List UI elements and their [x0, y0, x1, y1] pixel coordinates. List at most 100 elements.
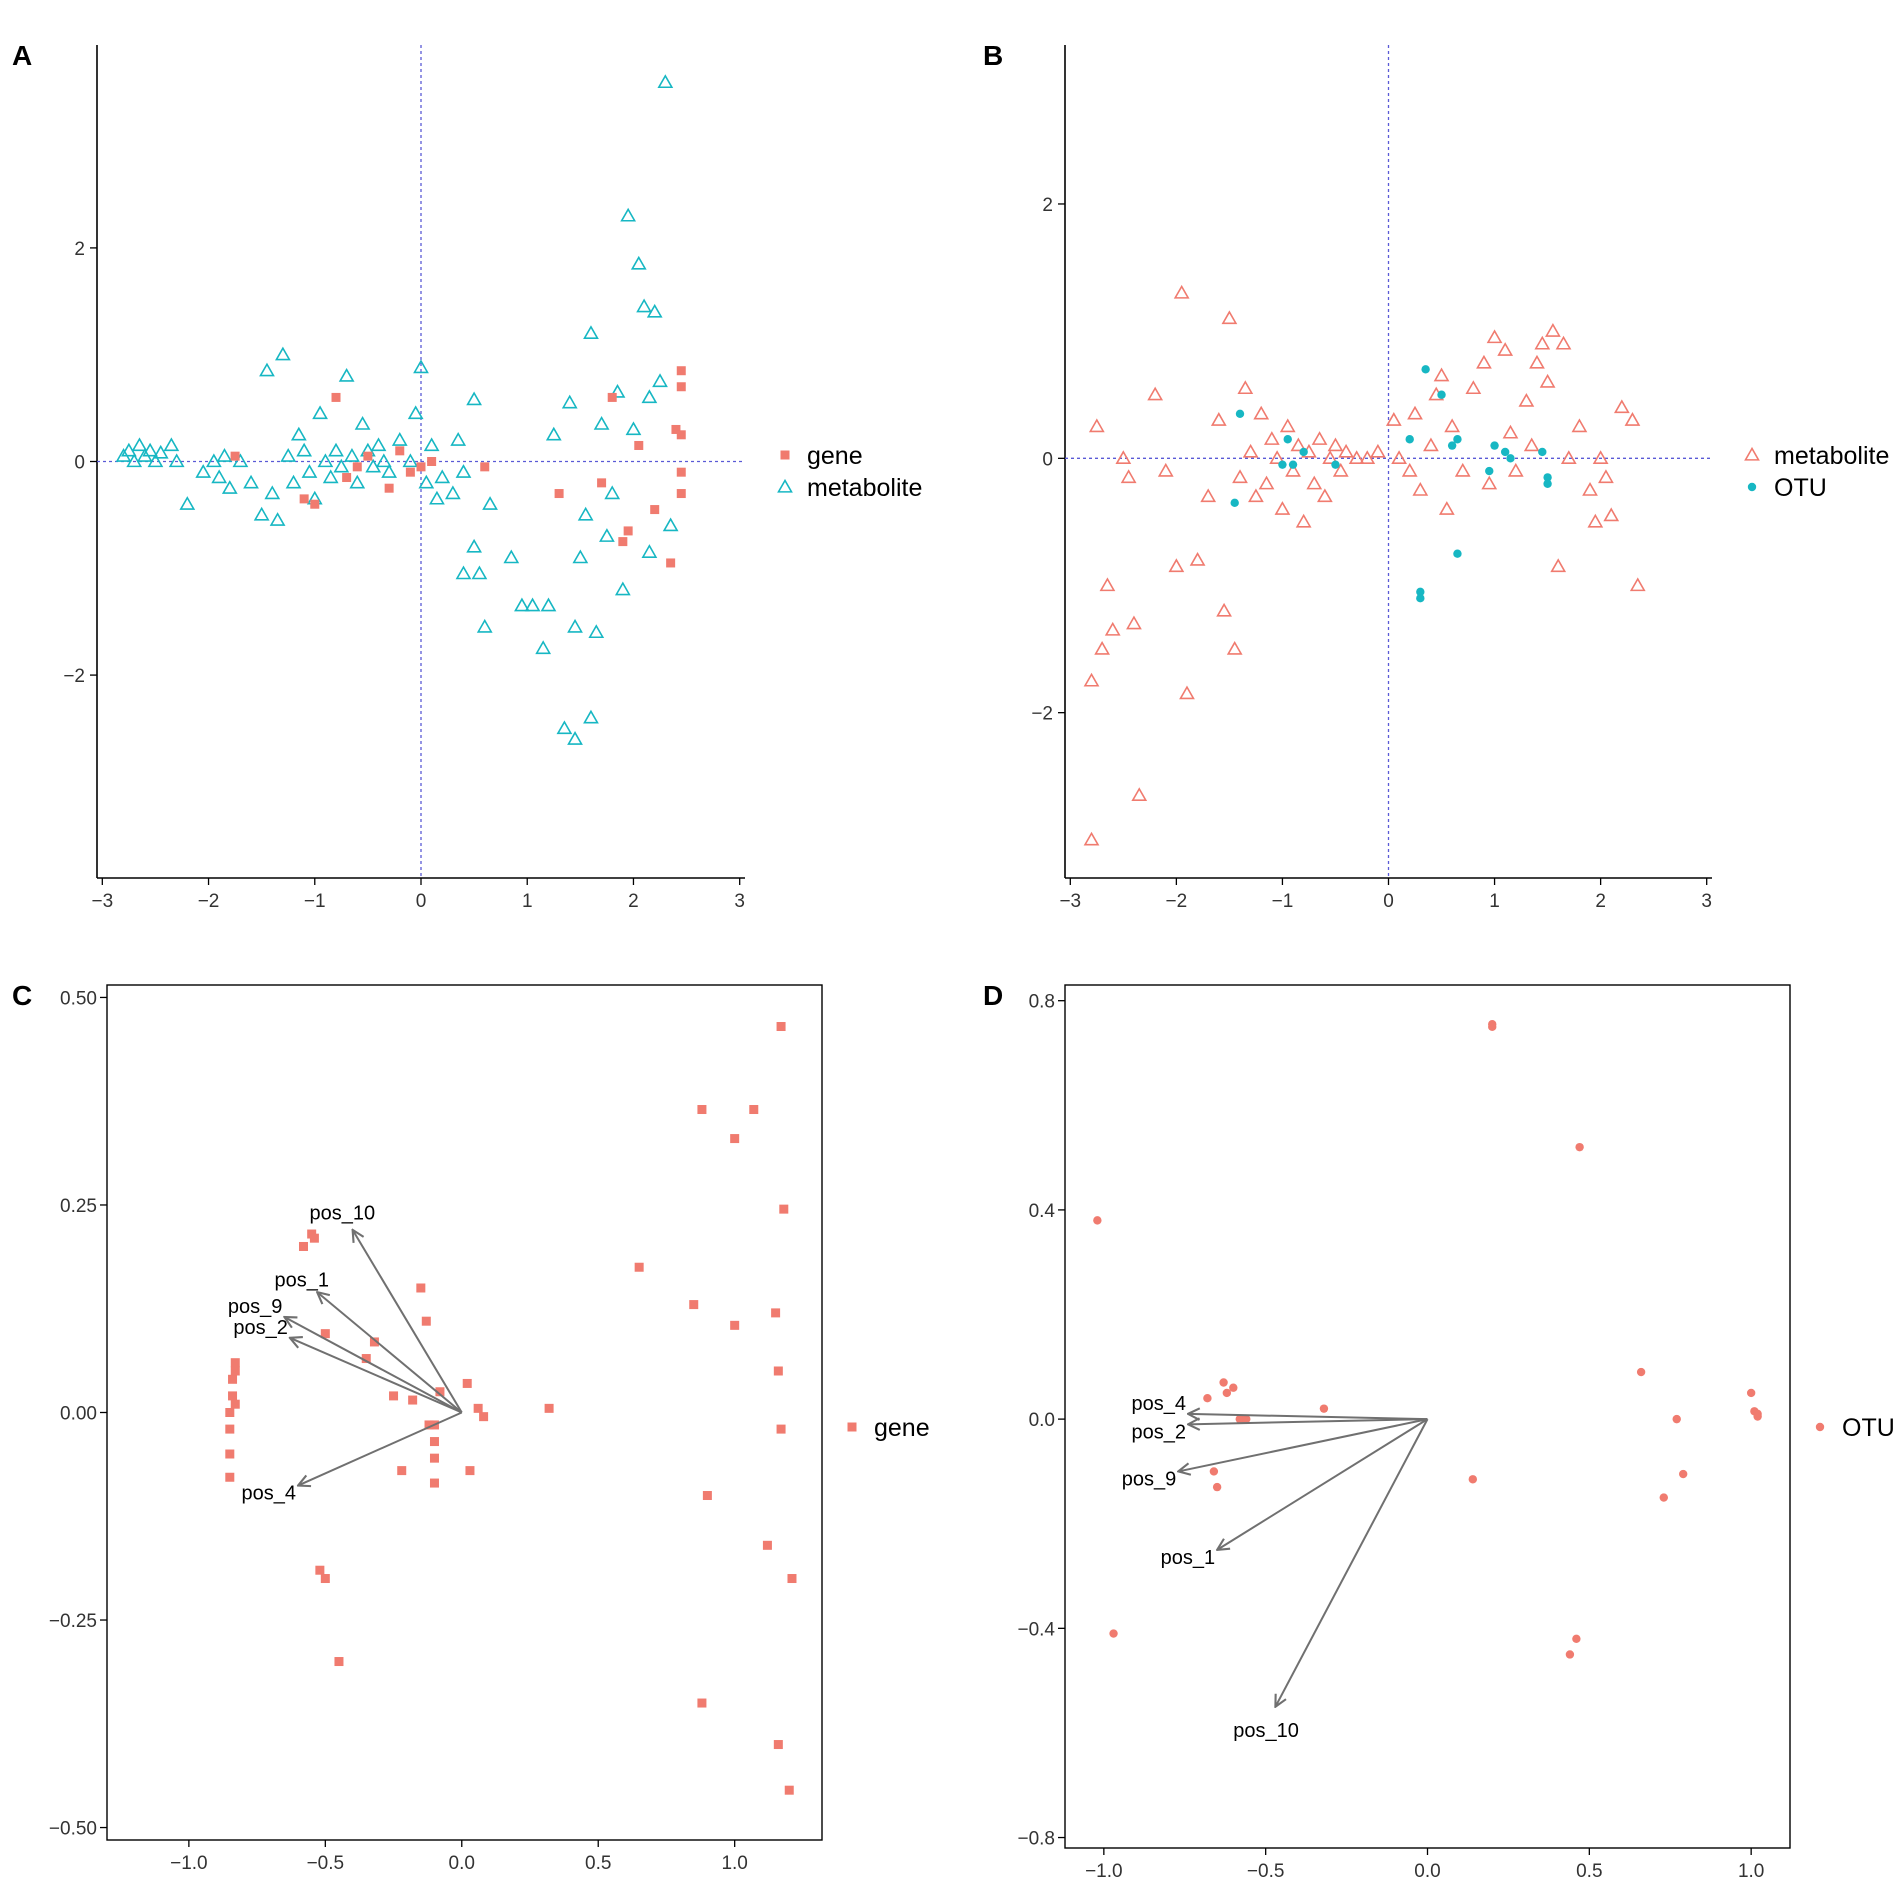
- data-point: [1269, 450, 1286, 464]
- data-point: [407, 405, 424, 420]
- data-point: [434, 469, 451, 484]
- data-point: [762, 1540, 772, 1550]
- data-point: [599, 528, 615, 542]
- data-point: [296, 442, 313, 457]
- data-point: [1338, 443, 1354, 458]
- arrow-label-pos-2: pos_2: [1131, 1421, 1186, 1443]
- data-point: [1421, 365, 1430, 374]
- data-point: [1412, 482, 1429, 496]
- data-point: [1538, 447, 1547, 457]
- data-point: [1629, 577, 1646, 592]
- data-point: [593, 416, 610, 430]
- data-point: [473, 1403, 483, 1413]
- data-point: [225, 1449, 235, 1459]
- data-point: [623, 526, 633, 536]
- data-point: [1746, 1388, 1756, 1398]
- data-point: [429, 490, 445, 505]
- data-point: [662, 517, 679, 532]
- data-point: [152, 444, 169, 459]
- data-point: [230, 1366, 240, 1376]
- data-point: [402, 453, 419, 468]
- arrow-label-pos-4: pos_4: [242, 1483, 297, 1505]
- data-point: [429, 1437, 439, 1447]
- data-point: [1523, 437, 1540, 452]
- y-tick-label: 0.4: [1029, 1201, 1056, 1222]
- data-point: [466, 538, 482, 553]
- data-point: [342, 473, 352, 483]
- panel-c: C −1.0 −0.5 0.0 0.5 1.0 0.50 0.25 0.00 −0.25 −0.50…: [12, 980, 930, 1874]
- data-point: [476, 618, 493, 633]
- data-point: [416, 462, 426, 472]
- data-point: [1093, 1216, 1102, 1225]
- data-point: [620, 207, 637, 222]
- data-point: [1529, 354, 1545, 369]
- data-point: [1659, 1493, 1668, 1502]
- data-point: [269, 512, 286, 526]
- data-point: [634, 440, 644, 450]
- data-point: [1507, 462, 1524, 477]
- data-point: [211, 469, 228, 484]
- legend-key-otu: [1815, 1422, 1825, 1432]
- data-point: [413, 359, 429, 374]
- data-point: [676, 366, 686, 376]
- data-point: [676, 430, 686, 440]
- data-point: [225, 1472, 235, 1482]
- data-point: [179, 496, 196, 510]
- data-point: [1285, 462, 1301, 477]
- data-point: [405, 467, 415, 477]
- data-point: [1543, 479, 1552, 488]
- data-point: [676, 489, 686, 499]
- data-point: [1672, 1414, 1681, 1424]
- data-point: [479, 1412, 489, 1422]
- data-point: [228, 1391, 238, 1401]
- data-point: [1083, 672, 1100, 687]
- data-point: [1506, 454, 1515, 463]
- x-tick-label: 1: [1489, 891, 1500, 912]
- data-point: [1603, 507, 1620, 522]
- y-tick-label: −2: [63, 666, 85, 687]
- data-point: [1115, 450, 1132, 464]
- data-point: [1545, 323, 1561, 337]
- data-point: [397, 1466, 407, 1476]
- data-point: [228, 1374, 238, 1384]
- data-point: [1210, 412, 1227, 426]
- legend-key-gene: [780, 450, 790, 460]
- y-tick-label: −0.25: [49, 1611, 97, 1632]
- data-point: [1465, 380, 1482, 395]
- data-point: [455, 464, 472, 478]
- data-point: [1497, 342, 1514, 356]
- data-point: [535, 640, 552, 655]
- data-point: [1453, 435, 1462, 444]
- data-point: [1416, 587, 1425, 597]
- data-point: [1370, 443, 1386, 458]
- x-tick-label: 0.5: [1576, 1861, 1602, 1879]
- arrow-label-pos-1: pos_1: [1161, 1547, 1216, 1569]
- data-point: [334, 1657, 344, 1667]
- data-point: [1571, 418, 1588, 433]
- data-point: [1235, 409, 1245, 419]
- arrow-label-pos-9: pos_9: [1122, 1468, 1177, 1490]
- data-point: [1550, 558, 1567, 573]
- loading-arrow: [1217, 1418, 1429, 1550]
- data-point: [1453, 549, 1462, 558]
- data-point: [1278, 460, 1287, 469]
- data-point: [676, 382, 686, 392]
- data-point: [320, 1329, 330, 1339]
- data-point: [597, 478, 607, 488]
- y-tick-label: −0.50: [49, 1819, 97, 1840]
- data-point: [697, 1105, 707, 1115]
- data-point: [1263, 431, 1280, 445]
- data-point: [671, 424, 681, 434]
- data-point: [666, 558, 676, 568]
- data-point: [1332, 462, 1349, 477]
- data-point: [344, 448, 360, 462]
- data-point: [384, 483, 394, 493]
- data-point: [1500, 447, 1510, 457]
- data-point: [1120, 469, 1137, 484]
- x-tick-label: −3: [1059, 891, 1081, 912]
- legend-label-otu: OTU: [1842, 1414, 1895, 1442]
- legend-label-gene: gene: [807, 442, 863, 470]
- plot-frame: [106, 984, 823, 1841]
- data-point: [776, 1424, 786, 1434]
- data-point: [630, 255, 647, 270]
